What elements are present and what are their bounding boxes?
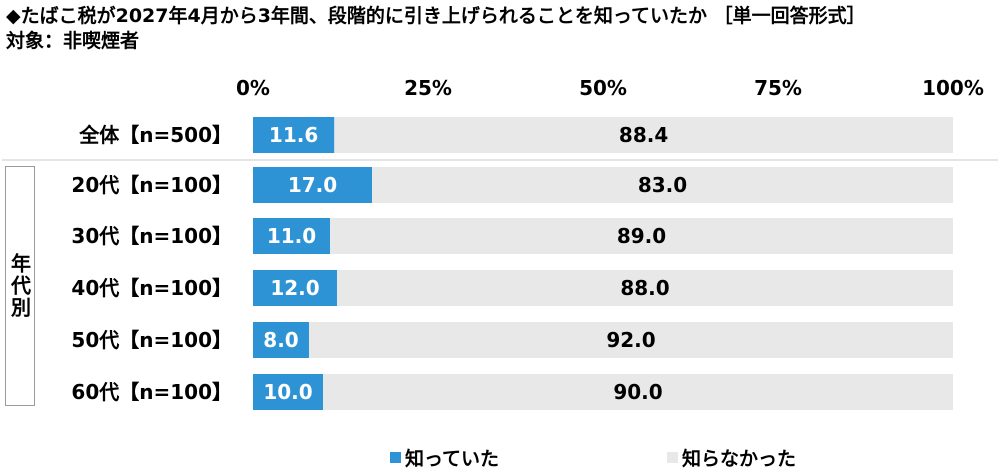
legend-swatch-didnt-know	[667, 452, 678, 463]
x-tick-label: 50%	[579, 76, 627, 100]
x-tick-label: 25%	[404, 76, 452, 100]
bar-knew	[253, 218, 330, 254]
legend-item-didnt-know: 知らなかった	[667, 444, 796, 471]
value-label-didnt-know: 92.0	[606, 328, 655, 352]
bar-knew	[253, 322, 309, 358]
value-label-knew: 8.0	[263, 328, 298, 352]
chart-title: ◆たばこ税が2027年4月から3年間、段階的に引き上げられることを知っていたか …	[6, 5, 866, 27]
x-tick-label: 75%	[754, 76, 802, 100]
legend: 知っていた 知らなかった	[0, 444, 1000, 470]
category-label: 40代【n=100】	[71, 276, 232, 300]
category-label: 50代【n=100】	[71, 328, 232, 352]
bar-knew	[253, 117, 335, 153]
bar-knew	[253, 374, 323, 410]
value-label-knew: 17.0	[288, 173, 337, 197]
chart-subtitle: 対象：非喫煙者	[6, 30, 140, 52]
value-label-didnt-know: 83.0	[638, 173, 687, 197]
bar-didnt-know	[334, 117, 953, 153]
age-group-label: 年代別	[7, 253, 32, 319]
value-label-knew: 10.0	[263, 380, 312, 404]
value-label-knew: 12.0	[270, 276, 319, 300]
category-label: 20代【n=100】	[71, 173, 232, 197]
value-label-knew: 11.0	[267, 224, 316, 248]
legend-swatch-knew	[390, 452, 401, 463]
bar-didnt-know	[330, 218, 953, 254]
bar-didnt-know	[323, 374, 953, 410]
bar-knew	[253, 270, 337, 306]
legend-label-didnt-know: 知らなかった	[682, 448, 797, 470]
value-label-knew: 11.6	[269, 123, 318, 147]
bar-knew	[253, 167, 372, 203]
age-group-bracket: 年代別	[5, 166, 35, 406]
bar-didnt-know	[309, 322, 953, 358]
bar-didnt-know	[337, 270, 953, 306]
legend-item-knew: 知っていた	[390, 444, 499, 471]
value-label-didnt-know: 89.0	[617, 224, 666, 248]
value-label-didnt-know: 88.0	[620, 276, 669, 300]
category-label: 60代【n=100】	[71, 380, 232, 404]
category-label: 全体【n=500】	[78, 123, 232, 147]
legend-label-knew: 知っていた	[405, 448, 500, 470]
x-tick-label: 0%	[236, 76, 270, 100]
bar-didnt-know	[372, 167, 953, 203]
value-label-didnt-know: 90.0	[613, 380, 662, 404]
x-tick-label: 100%	[922, 76, 984, 100]
category-label: 30代【n=100】	[71, 224, 232, 248]
value-label-didnt-know: 88.4	[619, 123, 668, 147]
